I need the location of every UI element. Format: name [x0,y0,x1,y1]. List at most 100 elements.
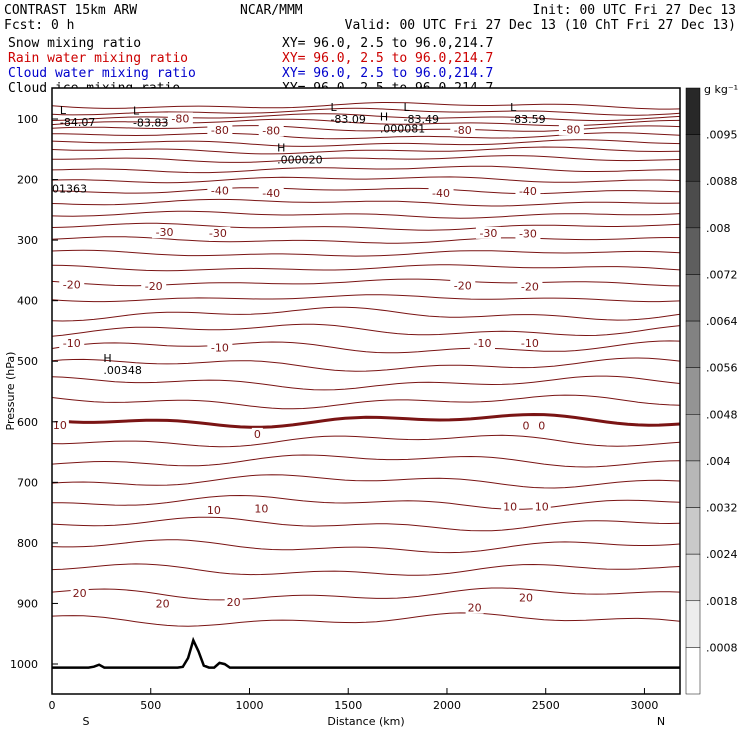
contour-label: 20 [73,587,87,600]
x-axis: 0 500 1000 1500 2000 2500 3000 [49,688,658,712]
x-tick-label: 1000 [235,699,263,712]
isotherm [52,494,681,510]
contour-label-bg [517,337,543,350]
isotherm [51,249,681,257]
contour-label-bg [224,596,243,609]
extremum-mark: L [404,101,411,114]
contour-label: 10 [535,501,549,514]
contour-label-bg [536,419,548,432]
contour-label: -30 [479,227,497,240]
x-tick-label: 500 [140,699,161,712]
colorbar-label: .0095 [706,129,738,142]
isotherm [51,187,681,195]
contour-label: 0 [538,419,545,432]
isotherm [52,155,681,163]
colorbar-label: .0088 [706,175,738,188]
extremum-mark: L [510,101,517,114]
y-tick-label: 600 [17,416,38,429]
colorbar-label: .0018 [706,595,738,608]
extremum-mark: H [103,352,111,365]
init-time: Init: 00 UTC Fri 27 Dec 13 [533,3,737,18]
field-label: Snow mixing ratio [8,36,141,51]
plot-area: -80 -80 -80 -80 -80 -40 -40 -40 -40 -30 -30 -30 -30 -… [10,87,681,712]
contour-label-bg [204,504,223,517]
contour-label: -10 [211,341,229,354]
contour-label: -20 [145,280,163,293]
endpoint-north: N [657,715,665,728]
extremum-value: -83.09 [330,113,365,126]
field-xy: XY= 96.0, 2.5 to 96.0,214.7 [282,36,493,51]
contour-label-bg [207,341,233,354]
contour-label: -20 [454,280,472,293]
extremum-value: .00348 [103,364,142,377]
field-xy: XY= 96.0, 2.5 to 96.0,214.7 [282,51,493,66]
isotherm [51,394,681,410]
contour-label-bg [428,186,454,199]
colorbar-swatch [685,180,701,229]
extremum-mark: L [60,104,67,117]
extremum-value: .000081 [380,122,426,135]
x-axis-label: Distance (km) [327,715,404,728]
x-tick-label: 1500 [334,699,362,712]
contour-label: -40 [519,185,537,198]
contour-label: -80 [454,124,472,137]
colorbar-swatch [685,87,701,135]
isotherm [51,357,681,372]
y-tick-label: 900 [17,597,38,610]
isotherm [51,612,681,627]
contour-label-bg [59,337,85,350]
isotherm [51,474,681,489]
colorbar-label: .0072 [706,268,738,281]
isotherm [51,294,681,303]
contour-label-bg [59,278,85,291]
contour-label-bg [520,419,532,432]
colorbar-swatch [685,274,701,322]
isotherm [51,176,681,184]
colorbar-unit: g kg⁻¹ [704,83,738,96]
isotherm [51,113,681,122]
contour-label-bg [70,587,89,600]
contour-labels: -80 -80 -80 -80 -80 -40 -40 -40 -40 -30 -30 -30 -30 -… [50,112,584,615]
contour-label: -40 [262,187,280,200]
contour-label-bg [152,226,178,239]
contour-label-bg [475,226,501,239]
colorbar-swatch [685,227,701,275]
contour-label-bg [516,591,535,604]
colorbar-swatch [685,647,701,695]
terrain-line [52,636,680,669]
colorbar-label: .0024 [706,548,738,561]
contour-label: 20 [519,591,533,604]
x-tick-label: 2500 [532,699,560,712]
isotherm [51,107,681,116]
other-label: 01363 [52,183,87,196]
contour-label-bg [207,184,233,197]
isotherm [51,165,680,174]
isotherm [51,323,681,337]
y-axis-label: Pressure (hPa) [4,352,17,431]
colorbar-label: .008 [706,222,731,235]
extremum-value: -83.49 [404,113,439,126]
colorbar-swatch [685,414,701,462]
isotherm [51,563,681,576]
contour-label-bg [153,597,172,610]
contour-label-bg [141,280,167,293]
forecast-hour: Fcst: 0 h [4,18,74,33]
y-axis: 100 200 300 400 500 600 700 800 900 1000 [10,113,58,671]
isotherm [51,264,681,272]
y-tick-label: 700 [17,476,38,489]
contour-label-bg [258,186,284,199]
isotherm [51,539,681,554]
extremum-mark: L [133,104,140,117]
contour-label: -80 [262,125,280,138]
colorbar-swatch [685,553,701,602]
contour-label: 0 [522,419,529,432]
x-tick-label: 2000 [433,699,461,712]
contour-label-bg [251,427,263,440]
y-tick-label: 800 [17,537,38,550]
extremum-value: .000020 [277,153,323,166]
contour-label: -80 [562,123,580,136]
colorbar-swatch [685,320,701,368]
contour-label: -30 [519,227,537,240]
field-label: Cloud water mixing ratio [8,66,196,81]
x-tick-label: 3000 [630,699,658,712]
